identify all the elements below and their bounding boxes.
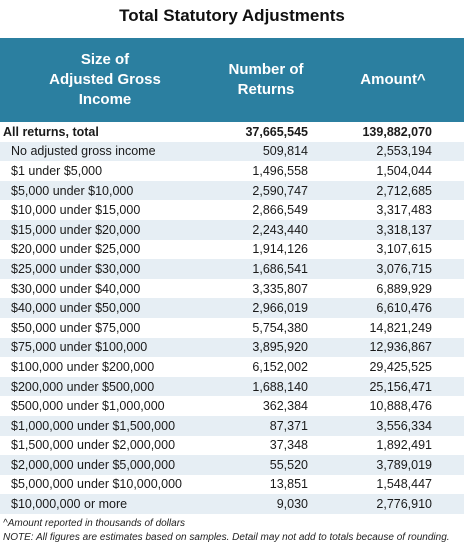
footnotes: ^Amount reported in thousands of dollars… — [3, 517, 463, 545]
row-label: $10,000,000 or more — [0, 494, 210, 514]
amount-footnote: ^Amount reported in thousands of dollars — [3, 518, 186, 529]
row-returns: 1,686,541 — [210, 259, 322, 279]
row-amount: 2,776,910 — [322, 494, 464, 514]
table-row: $10,000 under $15,000 2,866,549 3,317,483 — [0, 200, 464, 220]
row-label: $5,000 under $10,000 — [0, 180, 210, 201]
header-number-of-returns: Number of Returns — [210, 38, 322, 122]
row-returns: 2,243,440 — [210, 219, 322, 240]
row-returns: 87,371 — [210, 415, 322, 436]
row-label: No adjusted gross income — [0, 141, 210, 162]
total-returns: 37,665,545 — [210, 122, 322, 142]
row-amount: 1,504,044 — [322, 161, 464, 181]
row-returns: 5,754,380 — [210, 317, 322, 338]
table-row: $75,000 under $100,000 3,895,920 12,936,86… — [0, 337, 464, 358]
row-amount: 3,076,715 — [322, 259, 464, 279]
header-returns-line-2: Returns — [237, 81, 295, 98]
row-label: $30,000 under $40,000 — [0, 278, 210, 299]
table-header-row: Size of Adjusted Gross Income Number of … — [0, 38, 464, 122]
table-row: $1,500,000 under $2,000,000 37,348 1,892,4… — [0, 435, 464, 456]
row-returns: 13,851 — [210, 474, 322, 495]
row-label: $1,500,000 under $2,000,000 — [0, 435, 210, 456]
total-label: All returns, total — [0, 122, 210, 142]
row-label: $200,000 under $500,000 — [0, 376, 210, 397]
table-row: No adjusted gross income 509,814 2,553,194 — [0, 141, 464, 162]
row-amount: 3,318,137 — [322, 219, 464, 240]
row-returns: 362,384 — [210, 396, 322, 416]
row-label: $1 under $5,000 — [0, 161, 210, 181]
table-row: $50,000 under $75,000 5,754,380 14,821,249 — [0, 317, 464, 338]
row-label: $50,000 under $75,000 — [0, 317, 210, 338]
row-amount: 6,889,929 — [322, 278, 464, 299]
statutory-adjustments-table: Size of Adjusted Gross Income Number of … — [0, 38, 464, 514]
row-returns: 1,496,558 — [210, 161, 322, 181]
table-row: $2,000,000 under $5,000,000 55,520 3,789,0… — [0, 455, 464, 475]
table-row: $5,000,000 under $10,000,000 13,851 1,548,… — [0, 474, 464, 495]
row-label: $5,000,000 under $10,000,000 — [0, 474, 210, 495]
row-amount: 3,317,483 — [322, 200, 464, 220]
row-returns: 3,335,807 — [210, 278, 322, 299]
row-amount: 6,610,476 — [322, 298, 464, 318]
header-agi-line-1: Size of — [80, 51, 130, 68]
table-row: $1,000,000 under $1,500,000 87,371 3,556,3… — [0, 415, 464, 436]
statutory-adjustments-table-container: Size of Adjusted Gross Income Number of … — [0, 38, 464, 514]
row-returns: 1,914,126 — [210, 239, 322, 260]
row-amount: 12,936,867 — [322, 337, 464, 358]
row-label: $15,000 under $20,000 — [0, 219, 210, 240]
row-label: $1,000,000 under $1,500,000 — [0, 415, 210, 436]
row-amount: 29,425,525 — [322, 357, 464, 377]
row-label: $500,000 under $1,000,000 — [0, 396, 210, 416]
header-agi-line-3: Income — [78, 91, 132, 108]
row-amount: 10,888,476 — [322, 396, 464, 416]
table-row: $1 under $5,000 1,496,558 1,504,044 — [0, 161, 464, 181]
row-amount: 3,556,334 — [322, 415, 464, 436]
row-returns: 3,895,920 — [210, 337, 322, 358]
table-row: $20,000 under $25,000 1,914,126 3,107,615 — [0, 239, 464, 260]
row-returns: 55,520 — [210, 455, 322, 475]
header-agi-line-2: Adjusted Gross — [49, 71, 161, 88]
row-amount: 2,553,194 — [322, 141, 464, 162]
estimate-footnote: NOTE: All figures are estimates based on… — [3, 532, 450, 543]
header-returns-line-1: Number of — [228, 61, 304, 78]
row-returns: 37,348 — [210, 435, 322, 456]
row-label: $75,000 under $100,000 — [0, 337, 210, 358]
row-returns: 2,590,747 — [210, 180, 322, 201]
row-label: $20,000 under $25,000 — [0, 239, 210, 260]
row-returns: 1,688,140 — [210, 376, 322, 397]
row-amount: 1,892,491 — [322, 435, 464, 456]
table-row: $10,000,000 or more 9,030 2,776,910 — [0, 494, 464, 514]
row-returns: 2,966,019 — [210, 298, 322, 318]
total-amount: 139,882,070 — [322, 122, 464, 142]
row-amount: 1,548,447 — [322, 474, 464, 495]
row-label: $10,000 under $15,000 — [0, 200, 210, 220]
row-amount: 3,107,615 — [322, 239, 464, 260]
row-amount: 3,789,019 — [322, 455, 464, 475]
table-row: $500,000 under $1,000,000 362,384 10,888,4… — [0, 396, 464, 416]
table-row: $40,000 under $50,000 2,966,019 6,610,476 — [0, 298, 464, 318]
row-label: $25,000 under $30,000 — [0, 259, 210, 279]
table-row: $200,000 under $500,000 1,688,140 25,156,4… — [0, 376, 464, 397]
row-amount: 25,156,471 — [322, 376, 464, 397]
header-agi-size: Size of Adjusted Gross Income — [0, 38, 210, 122]
table-row: $5,000 under $10,000 2,590,747 2,712,685 — [0, 180, 464, 201]
row-label: $2,000,000 under $5,000,000 — [0, 455, 210, 475]
row-label: $40,000 under $50,000 — [0, 298, 210, 318]
table-row: $100,000 under $200,000 6,152,002 29,425,5… — [0, 357, 464, 377]
page-title: Total Statutory Adjustments — [119, 6, 345, 25]
row-returns: 2,866,549 — [210, 200, 322, 220]
row-amount: 2,712,685 — [322, 180, 464, 201]
table-row: $25,000 under $30,000 1,686,541 3,076,715 — [0, 259, 464, 279]
table-row-total: All returns, total 37,665,545 139,882,07… — [0, 122, 464, 142]
row-returns: 9,030 — [210, 494, 322, 514]
row-returns: 6,152,002 — [210, 357, 322, 377]
table-body: All returns, total 37,665,545 139,882,07… — [0, 122, 464, 514]
row-returns: 509,814 — [210, 141, 322, 162]
header-amount: Amount^ — [322, 38, 464, 122]
row-label: $100,000 under $200,000 — [0, 357, 210, 377]
row-amount: 14,821,249 — [322, 317, 464, 338]
table-row: $30,000 under $40,000 3,335,807 6,889,929 — [0, 278, 464, 299]
table-row: $15,000 under $20,000 2,243,440 3,318,137 — [0, 219, 464, 240]
